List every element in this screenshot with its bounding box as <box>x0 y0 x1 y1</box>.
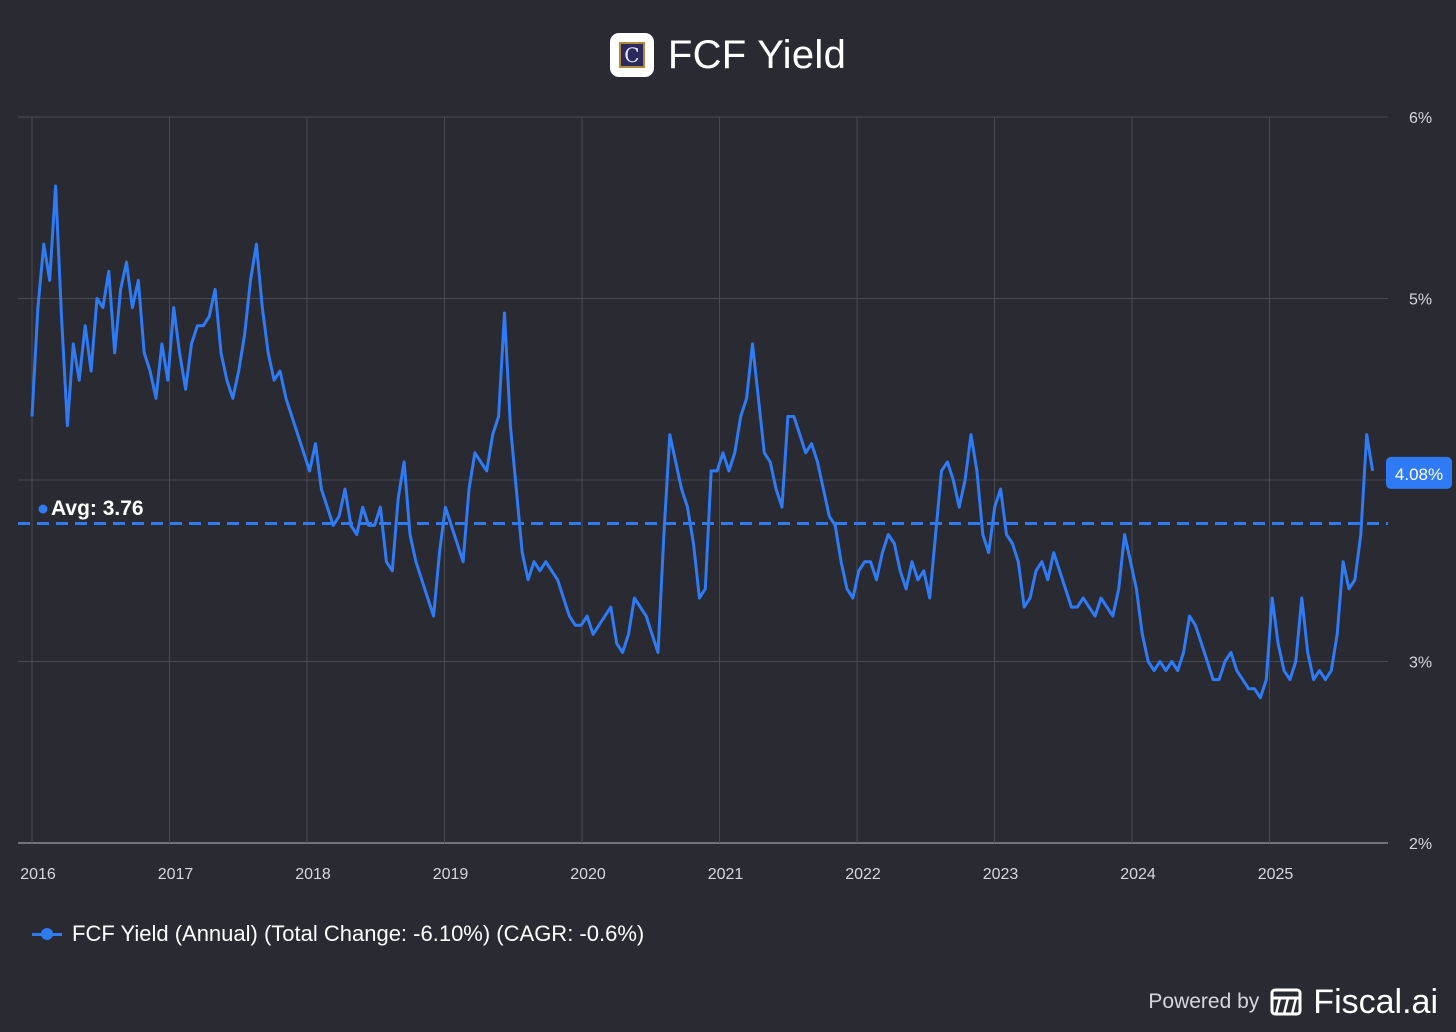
x-tick-label: 2016 <box>20 866 56 883</box>
x-tick-label: 2019 <box>433 866 469 883</box>
chart-title: FCF Yield <box>667 32 847 77</box>
x-tick-label: 2025 <box>1258 866 1294 883</box>
x-tick-label: 2021 <box>708 866 744 883</box>
x-tick-label: 2023 <box>983 866 1019 883</box>
company-logo: C <box>609 33 654 77</box>
fiscal-ai-brand: Fiscal.ai <box>1313 982 1438 1021</box>
average-label: Avg: 3.76 <box>51 497 144 520</box>
y-tick-label: 6% <box>1409 110 1432 127</box>
average-marker-dot <box>38 504 48 514</box>
fiscal-ai-logo-icon <box>1270 988 1302 1016</box>
legend-label: FCF Yield (Annual) (Total Change: -6.10%… <box>72 921 645 946</box>
last-value-label: 4.08% <box>1395 465 1443 484</box>
last-value-badge <box>1386 456 1452 489</box>
y-tick-label: 5% <box>1409 292 1432 309</box>
x-tick-label: 2024 <box>1120 866 1156 883</box>
legend-marker-icon <box>32 927 62 941</box>
y-tick-label: 2% <box>1409 836 1432 853</box>
footer-branding: Powered by Fiscal.ai <box>1148 982 1438 1022</box>
x-tick-label: 2022 <box>845 866 881 883</box>
powered-by-text: Powered by <box>1148 990 1260 1013</box>
x-tick-label: 2018 <box>295 866 331 883</box>
y-tick-label: 3% <box>1409 655 1432 672</box>
x-tick-label: 2020 <box>570 866 606 883</box>
chart-header: C FCF Yield <box>0 30 1456 80</box>
x-tick-label: 2017 <box>158 866 194 883</box>
fcf-yield-series-line <box>30 184 1375 700</box>
company-logo-mark: C <box>618 42 645 68</box>
chart-legend[interactable]: FCF Yield (Annual) (Total Change: -6.10%… <box>32 918 644 950</box>
